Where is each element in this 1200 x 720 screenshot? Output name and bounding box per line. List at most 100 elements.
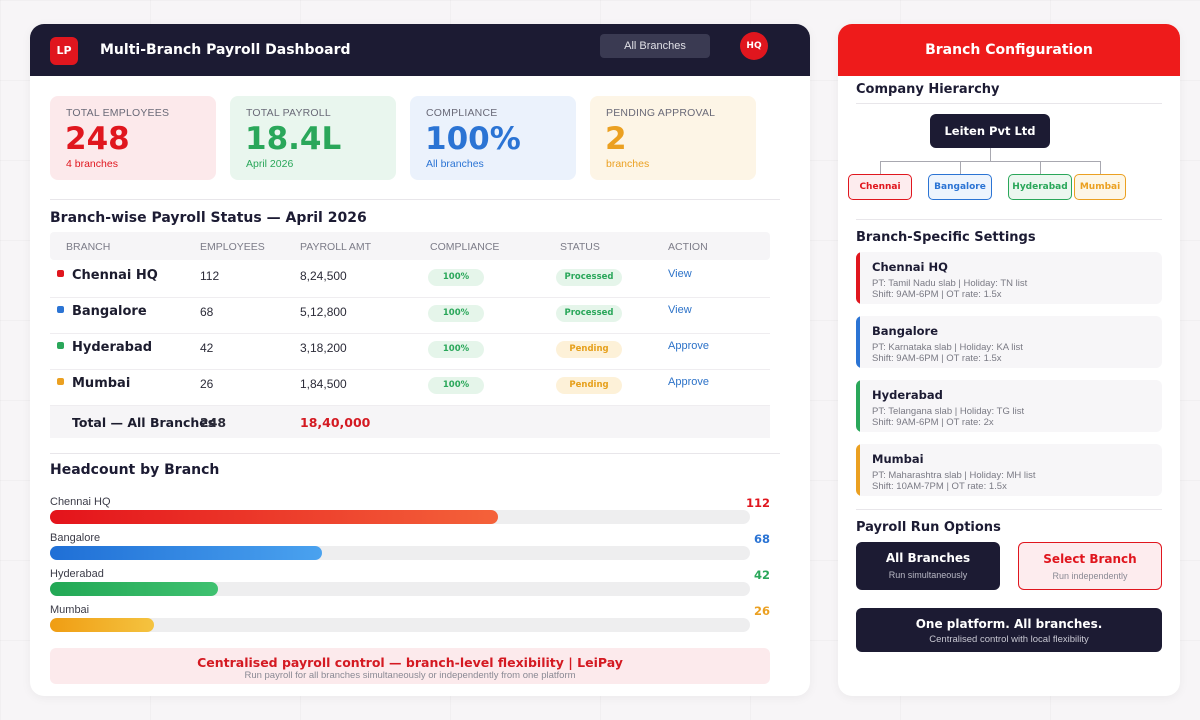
row-employees: 68 xyxy=(200,305,214,319)
divider xyxy=(50,453,780,454)
tagline-subtitle: Centralised control with local flexibili… xyxy=(929,634,1089,645)
headcount-label: Mumbai xyxy=(50,604,90,616)
setting-line-shift: Shift: 10AM-7PM | OT rate: 1.5x xyxy=(872,481,1007,492)
headcount-bar xyxy=(50,546,322,560)
run-all-sub: Run simultaneously xyxy=(888,570,968,580)
org-connector xyxy=(990,148,991,161)
setting-line-pt: PT: Maharashtra slab | Holiday: MH list xyxy=(872,470,1036,481)
row-action-link[interactable]: Approve xyxy=(668,340,709,352)
branch-accent-bar xyxy=(856,380,860,432)
row-action-link[interactable]: View xyxy=(668,268,692,280)
tagline-title: One platform. All branches. xyxy=(915,617,1103,631)
dashboard-header: LP Multi-Branch Payroll Dashboard All Br… xyxy=(30,24,810,76)
headcount-track xyxy=(50,510,750,524)
stat-label: TOTAL PAYROLL xyxy=(246,107,331,119)
org-connector xyxy=(880,161,1100,162)
hq-avatar[interactable]: HQ xyxy=(740,32,768,60)
status-badge: Pending xyxy=(556,341,622,358)
row-employees: 42 xyxy=(200,341,214,355)
branch-accent-bar xyxy=(856,252,860,304)
table-row: Mumbai 26 1,84,500 100% Pending Approve xyxy=(50,370,770,406)
banner-title: Centralised payroll control — branch-lev… xyxy=(197,655,623,670)
promo-banner: Centralised payroll control — branch-lev… xyxy=(50,648,770,684)
run-select-label: Select Branch xyxy=(1043,552,1137,566)
stat-sub: All branches xyxy=(426,158,484,170)
status-badge: Processed xyxy=(556,305,622,322)
org-branch-node[interactable]: Bangalore xyxy=(928,174,992,200)
stat-compliance: COMPLIANCE 100% All branches xyxy=(410,96,576,180)
row-amount: 5,12,800 xyxy=(300,305,347,319)
stat-sub: April 2026 xyxy=(246,158,294,170)
stat-value: 100% xyxy=(425,121,521,157)
headcount-value: 68 xyxy=(753,532,770,546)
branch-color-marker xyxy=(57,306,64,313)
config-title: Branch Configuration xyxy=(925,42,1093,58)
run-all-branches-button[interactable]: All Branches Run simultaneously xyxy=(856,542,1000,590)
branch-accent-bar xyxy=(856,316,860,368)
run-all-label: All Branches xyxy=(885,551,971,565)
setting-branch-name: Mumbai xyxy=(872,452,924,466)
row-employees: 112 xyxy=(200,269,220,283)
run-select-sub: Run independently xyxy=(1052,571,1128,581)
org-root-node[interactable]: Leiten Pvt Ltd xyxy=(930,114,1050,148)
stat-total-payroll: TOTAL PAYROLL 18.4L April 2026 xyxy=(230,96,396,180)
branch-setting-card[interactable]: Bangalore PT: Karnataka slab | Holiday: K… xyxy=(856,316,1162,368)
branch-config-card: Branch Configuration Company Hierarchy L… xyxy=(838,24,1180,696)
stat-value: 2 xyxy=(605,121,627,157)
compliance-badge: 100% xyxy=(428,269,484,286)
setting-branch-name: Chennai HQ xyxy=(872,260,948,274)
divider xyxy=(50,199,780,200)
setting-line-pt: PT: Tamil Nadu slab | Holiday: TN list xyxy=(872,278,1028,289)
branch-setting-card[interactable]: Chennai HQ PT: Tamil Nadu slab | Holiday:… xyxy=(856,252,1162,304)
table-row: Hyderabad 42 3,18,200 100% Pending Approve xyxy=(50,334,770,370)
org-branch-node[interactable]: Hyderabad xyxy=(1008,174,1072,200)
compliance-badge: 100% xyxy=(428,341,484,358)
total-label: Total — All Branches xyxy=(72,415,216,430)
headcount-bar xyxy=(50,510,498,524)
divider xyxy=(856,509,1162,510)
payroll-status-title: Branch-wise Payroll Status — April 2026 xyxy=(50,210,367,226)
org-branch-node[interactable]: Mumbai xyxy=(1074,174,1126,200)
compliance-badge: 100% xyxy=(428,305,484,322)
row-action-link[interactable]: View xyxy=(668,304,692,316)
stat-pending-approval: PENDING APPROVAL 2 branches xyxy=(590,96,756,180)
row-amount: 8,24,500 xyxy=(300,269,347,283)
total-employees: 248 xyxy=(200,415,227,430)
org-connector xyxy=(880,161,881,174)
branch-selector[interactable]: All Branches xyxy=(600,34,710,58)
branch-setting-card[interactable]: Hyderabad PT: Telangana slab | Holiday: T… xyxy=(856,380,1162,432)
headcount-bar xyxy=(50,582,218,596)
setting-line-shift: Shift: 9AM-6PM | OT rate: 1.5x xyxy=(872,289,1002,300)
stat-value: 18.4L xyxy=(245,121,342,157)
stat-label: COMPLIANCE xyxy=(426,107,498,119)
banner-subtitle: Run payroll for all branches simultaneou… xyxy=(244,670,576,681)
hierarchy-title: Company Hierarchy xyxy=(856,82,1000,97)
headcount-value: 26 xyxy=(753,604,770,618)
tagline-banner: One platform. All branches. Centralised … xyxy=(856,608,1162,652)
branch-color-marker xyxy=(57,378,64,385)
branch-accent-bar xyxy=(856,444,860,496)
total-amount: 18,40,000 xyxy=(300,415,371,430)
row-branch: Bangalore xyxy=(72,304,147,319)
headcount-bar xyxy=(50,618,154,632)
status-badge: Processed xyxy=(556,269,622,286)
row-branch: Hyderabad xyxy=(72,340,153,355)
headcount-track xyxy=(50,582,750,596)
org-connector xyxy=(960,161,961,174)
setting-branch-name: Bangalore xyxy=(872,324,939,338)
status-badge: Pending xyxy=(556,377,622,394)
org-connector xyxy=(1040,161,1041,174)
setting-line-pt: PT: Telangana slab | Holiday: TG list xyxy=(872,406,1025,417)
divider xyxy=(856,103,1162,104)
org-branch-node[interactable]: Chennai xyxy=(848,174,912,200)
leipay-logo: LP xyxy=(50,37,78,65)
config-header: Branch Configuration xyxy=(838,24,1180,76)
headcount-track xyxy=(50,546,750,560)
row-amount: 3,18,200 xyxy=(300,341,347,355)
branch-setting-card[interactable]: Mumbai PT: Maharashtra slab | Holiday: MH… xyxy=(856,444,1162,496)
run-select-branch-button[interactable]: Select Branch Run independently xyxy=(1018,542,1162,590)
col-employees: EMPLOYEES xyxy=(200,241,265,253)
row-action-link[interactable]: Approve xyxy=(668,376,709,388)
stat-label: TOTAL EMPLOYEES xyxy=(66,107,170,119)
compliance-badge: 100% xyxy=(428,377,484,394)
